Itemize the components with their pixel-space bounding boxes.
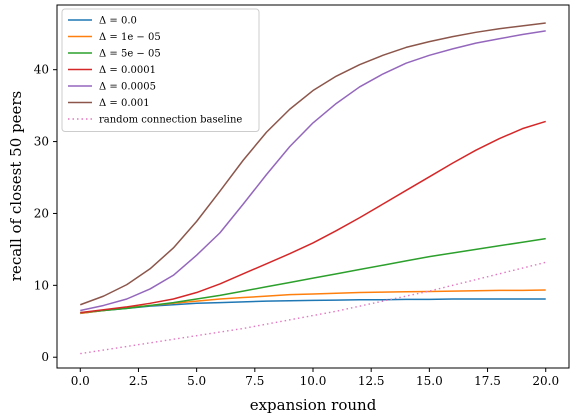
x-tick-label: 17.5 [474, 374, 501, 388]
legend-frame [61, 8, 260, 132]
series-line-2 [80, 237, 546, 314]
x-tick-label: 15.0 [416, 374, 443, 388]
y-axis-label: recall of closest 50 peers [7, 91, 25, 281]
series-line-5 [80, 22, 546, 306]
y-tick-label: 40 [34, 63, 49, 77]
legend: Δ = 0.0 Δ = 1e − 05 Δ = 5e − 05 Δ = 0.0001 Δ… [61, 8, 260, 132]
y-tick-label: 0 [41, 350, 49, 364]
x-tick-label: 12.5 [358, 374, 385, 388]
series-line-3 [80, 120, 546, 314]
legend-entry-3: Δ = 0.0001 [99, 65, 156, 76]
x-tick-label: 10.0 [300, 374, 327, 388]
x-tick-label: 7.5 [245, 374, 264, 388]
x-tick-label: 5.0 [187, 374, 206, 388]
x-tick-label: 0.0 [71, 374, 90, 388]
y-axis-ticks: 0 10 20 30 40 [34, 63, 57, 364]
x-tick-label: 2.5 [129, 374, 148, 388]
legend-entry-2: Δ = 5e − 05 [99, 49, 161, 60]
series-lines [80, 22, 546, 355]
legend-entry-1: Δ = 1e − 05 [99, 32, 161, 43]
x-axis-ticks: 0.0 2.5 5.0 7.5 10.0 12.5 15.0 17.5 20.0 [71, 368, 559, 388]
legend-entry-4: Δ = 0.0005 [99, 82, 156, 93]
legend-entry-6: random connection baseline [99, 115, 242, 126]
series-line-0 [80, 298, 546, 315]
legend-entry-0: Δ = 0.0 [99, 16, 137, 27]
y-tick-label: 30 [34, 135, 49, 149]
y-tick-label: 20 [34, 206, 49, 220]
series-line-4 [80, 30, 546, 312]
x-axis-label: expansion round [250, 396, 377, 414]
legend-entry-5: Δ = 0.001 [99, 98, 150, 109]
y-tick-label: 10 [34, 278, 49, 292]
x-tick-label: 20.0 [532, 374, 559, 388]
